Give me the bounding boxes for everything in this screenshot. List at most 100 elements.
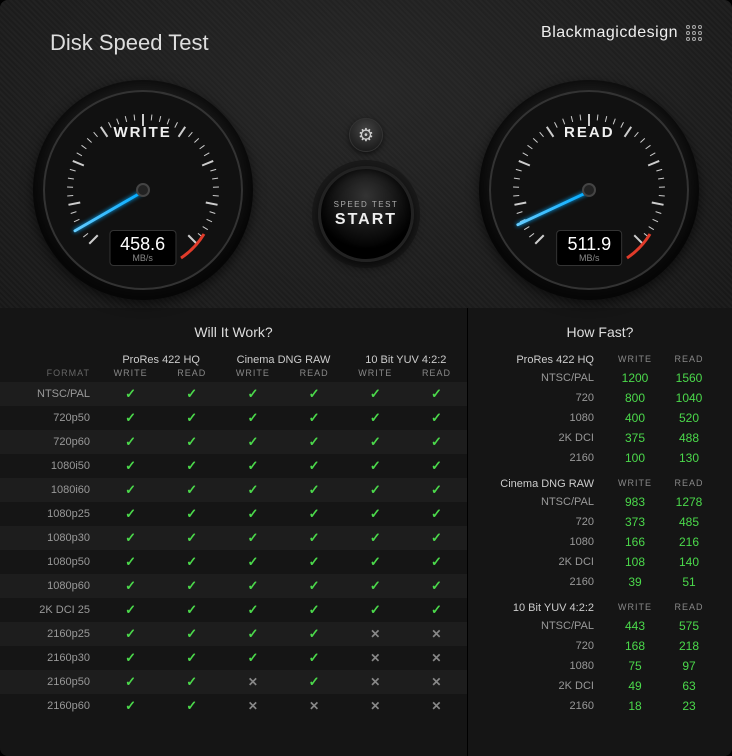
- table-row: 2160p25✓✓✓✓✕✕: [0, 622, 467, 646]
- format-label: 2160p60: [0, 700, 100, 712]
- check-icon: ✓: [222, 530, 283, 546]
- check-icon: ✓: [345, 386, 406, 402]
- format-label: 720p60: [0, 436, 100, 448]
- read-fps: 130: [662, 451, 716, 465]
- write-fps: 375: [608, 431, 662, 445]
- how-fast-row: 21603951: [484, 572, 716, 592]
- how-fast-row: 1080400520: [484, 408, 716, 428]
- check-icon: ✓: [222, 482, 283, 498]
- check-icon: ✓: [284, 506, 345, 522]
- center-controls: ⚙ SPEED TEST START: [318, 118, 414, 262]
- how-fast-row: 720373485: [484, 512, 716, 532]
- read-fps: 575: [662, 619, 716, 633]
- write-fps: 39: [608, 575, 662, 589]
- settings-button[interactable]: ⚙: [349, 118, 383, 152]
- check-icon: ✓: [406, 386, 467, 402]
- x-icon: ✕: [345, 627, 406, 641]
- how-fast-row: 2K DCI375488: [484, 428, 716, 448]
- will-it-work-table: ProRes 422 HQ Cinema DNG RAW 10 Bit YUV …: [0, 350, 467, 718]
- codec-header: Cinema DNG RAW: [222, 354, 344, 366]
- how-fast-section: ProRes 422 HQWRITEREADNTSC/PAL1200156072…: [484, 350, 716, 468]
- table-row: 2160p50✓✓✕✓✕✕: [0, 670, 467, 694]
- codec-header: 10 Bit YUV 4:2:2: [345, 354, 467, 366]
- how-fast-section: 10 Bit YUV 4:2:2WRITEREADNTSC/PAL4435757…: [484, 598, 716, 716]
- check-icon: ✓: [284, 458, 345, 474]
- read-fps: 97: [662, 659, 716, 673]
- table-row: NTSC/PAL✓✓✓✓✓✓: [0, 382, 467, 406]
- how-fast-section-header: Cinema DNG RAWWRITEREAD: [484, 474, 716, 492]
- format-header: FORMAT: [0, 368, 100, 378]
- gear-icon: ⚙: [358, 125, 374, 146]
- read-fps: 23: [662, 699, 716, 713]
- write-fps: 49: [608, 679, 662, 693]
- check-icon: ✓: [100, 386, 161, 402]
- x-icon: ✕: [222, 675, 283, 689]
- check-icon: ✓: [161, 578, 222, 594]
- start-button[interactable]: SPEED TEST START: [318, 166, 414, 262]
- check-icon: ✓: [284, 554, 345, 570]
- read-gauge-label: READ: [479, 124, 699, 141]
- resolution-label: 2160: [484, 576, 608, 588]
- will-it-work-title: Will It Work?: [0, 318, 467, 350]
- format-label: 1080p60: [0, 580, 100, 592]
- check-icon: ✓: [284, 482, 345, 498]
- check-icon: ✓: [222, 506, 283, 522]
- read-fps: 1560: [662, 371, 716, 385]
- read-fps: 1278: [662, 495, 716, 509]
- write-fps: 400: [608, 411, 662, 425]
- check-icon: ✓: [284, 674, 345, 690]
- will-it-work-panel: Will It Work? ProRes 422 HQ Cinema DNG R…: [0, 308, 468, 756]
- x-icon: ✕: [406, 651, 467, 665]
- resolution-label: NTSC/PAL: [484, 372, 608, 384]
- how-fast-row: NTSC/PAL9831278: [484, 492, 716, 512]
- check-icon: ✓: [100, 554, 161, 570]
- write-fps: 800: [608, 391, 662, 405]
- gauge-panel: Disk Speed Test Blackmagicdesign WRITE: [0, 0, 732, 308]
- resolution-label: 2K DCI: [484, 556, 608, 568]
- read-fps: 485: [662, 515, 716, 529]
- write-fps: 983: [608, 495, 662, 509]
- check-icon: ✓: [161, 386, 222, 402]
- check-icon: ✓: [222, 554, 283, 570]
- how-fast-row: NTSC/PAL12001560: [484, 368, 716, 388]
- format-label: 1080p25: [0, 508, 100, 520]
- how-fast-row: 2K DCI108140: [484, 552, 716, 572]
- x-icon: ✕: [406, 699, 467, 713]
- read-fps: 520: [662, 411, 716, 425]
- how-fast-row: 21601823: [484, 696, 716, 716]
- write-fps: 1200: [608, 371, 662, 385]
- format-label: 720p50: [0, 412, 100, 424]
- x-icon: ✕: [345, 675, 406, 689]
- check-icon: ✓: [100, 506, 161, 522]
- format-label: 1080p50: [0, 556, 100, 568]
- check-icon: ✓: [345, 530, 406, 546]
- check-icon: ✓: [161, 458, 222, 474]
- check-icon: ✓: [222, 602, 283, 618]
- read-fps: 488: [662, 431, 716, 445]
- table-row: 1080i60✓✓✓✓✓✓: [0, 478, 467, 502]
- brand-text: Blackmagicdesign: [541, 24, 678, 42]
- check-icon: ✓: [345, 506, 406, 522]
- resolution-label: 2160: [484, 452, 608, 464]
- how-fast-row: 2160100130: [484, 448, 716, 468]
- check-icon: ✓: [284, 650, 345, 666]
- check-icon: ✓: [100, 674, 161, 690]
- check-icon: ✓: [345, 410, 406, 426]
- check-icon: ✓: [284, 386, 345, 402]
- check-icon: ✓: [406, 578, 467, 594]
- app-window: × Disk Speed Test Blackmagicdesign WRITE: [0, 0, 732, 756]
- resolution-label: NTSC/PAL: [484, 620, 608, 632]
- format-label: 1080i50: [0, 460, 100, 472]
- write-readout: 458.6 MB/s: [109, 230, 176, 266]
- check-icon: ✓: [284, 434, 345, 450]
- read-fps: 63: [662, 679, 716, 693]
- format-label: 2160p50: [0, 676, 100, 688]
- table-row: 1080i50✓✓✓✓✓✓: [0, 454, 467, 478]
- codec-name: Cinema DNG RAW: [484, 478, 608, 490]
- format-label: 2K DCI 25: [0, 604, 100, 616]
- check-icon: ✓: [161, 626, 222, 642]
- read-fps: 216: [662, 535, 716, 549]
- how-fast-row: 720168218: [484, 636, 716, 656]
- how-fast-row: 2K DCI4963: [484, 676, 716, 696]
- check-icon: ✓: [406, 602, 467, 618]
